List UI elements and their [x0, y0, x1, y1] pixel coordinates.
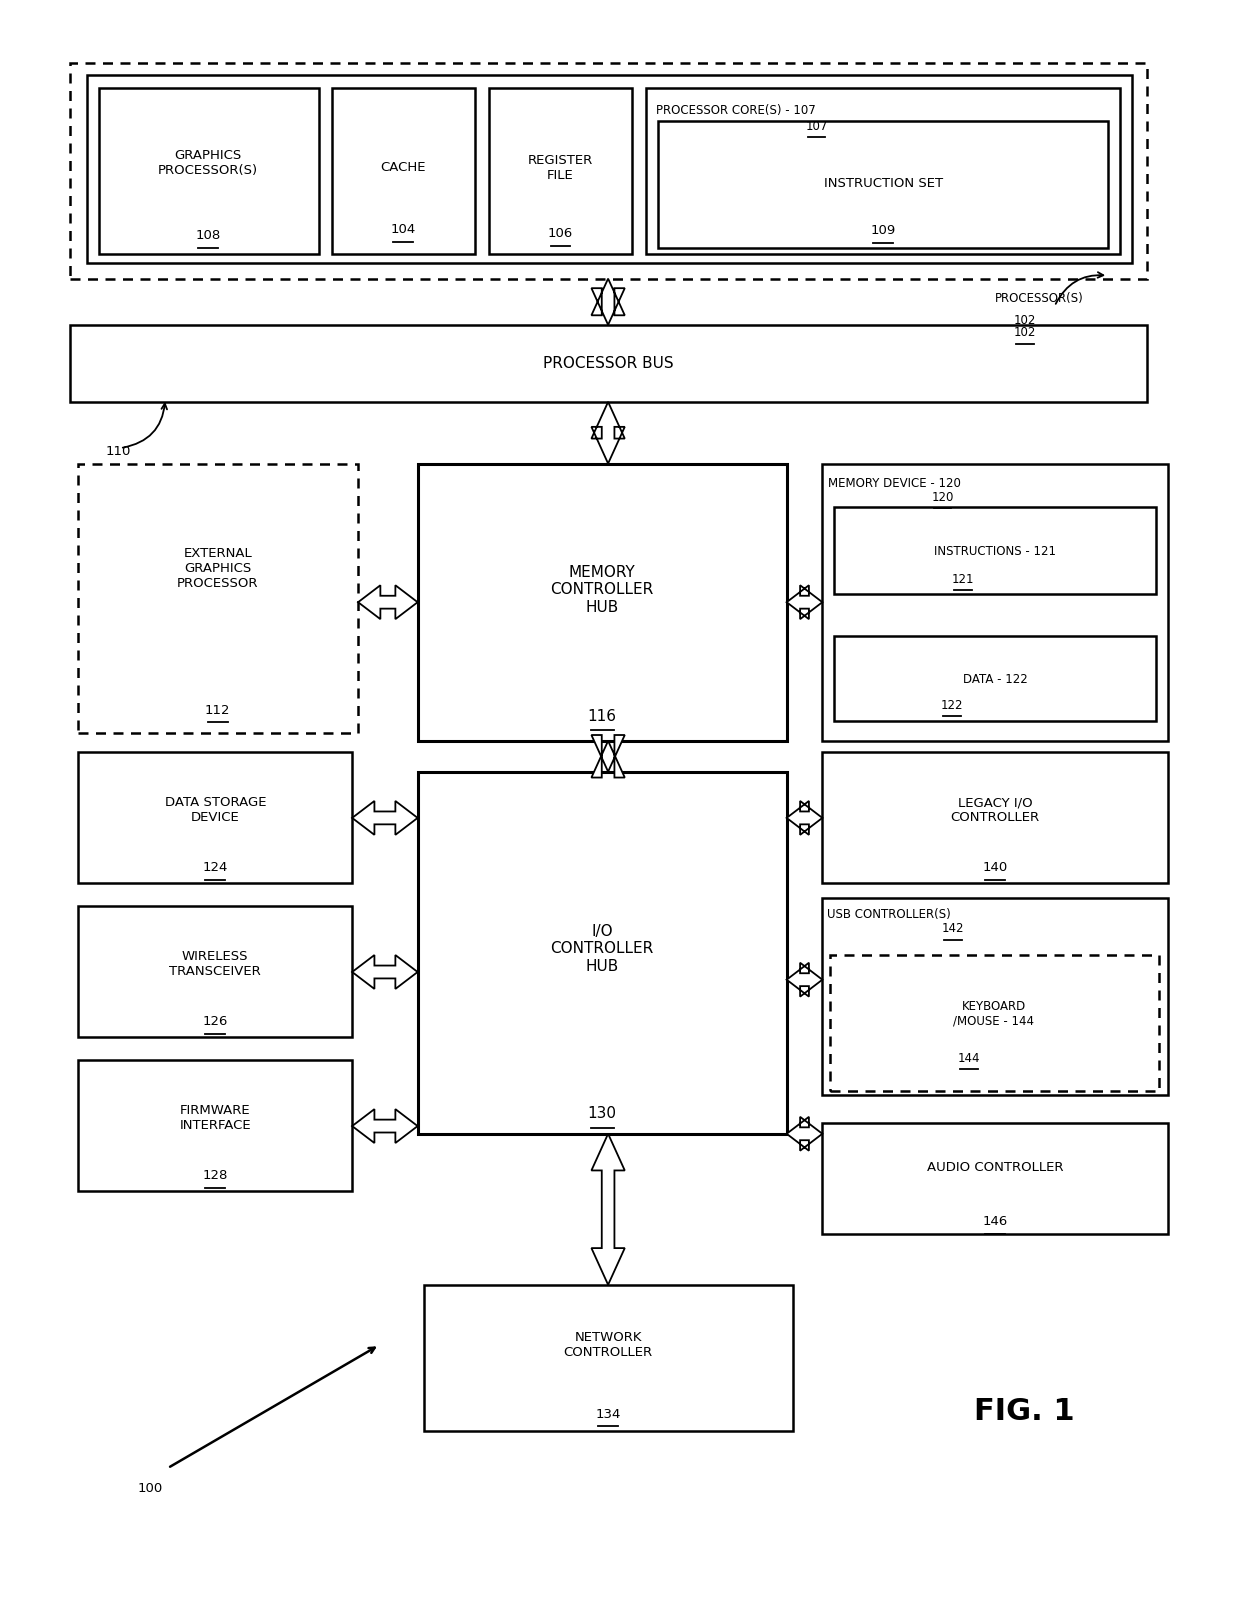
- Bar: [332, 88, 475, 254]
- Bar: [835, 636, 1156, 721]
- Text: 120: 120: [931, 491, 954, 504]
- Polygon shape: [786, 963, 822, 997]
- Text: USB CONTROLLER(S): USB CONTROLLER(S): [827, 908, 951, 921]
- Text: AUDIO CONTROLLER: AUDIO CONTROLLER: [926, 1160, 1063, 1175]
- Text: FIG. 1: FIG. 1: [975, 1396, 1075, 1425]
- Text: KEYBOARD
/MOUSE - 144: KEYBOARD /MOUSE - 144: [954, 1000, 1034, 1027]
- Text: 107: 107: [805, 120, 827, 133]
- Bar: [418, 464, 786, 742]
- Bar: [822, 1124, 1168, 1234]
- Bar: [78, 751, 352, 883]
- Polygon shape: [358, 586, 418, 620]
- Text: WIRELESS
TRANSCEIVER: WIRELESS TRANSCEIVER: [170, 950, 262, 979]
- Polygon shape: [352, 1109, 418, 1143]
- Text: 121: 121: [951, 573, 975, 586]
- Text: INSTRUCTIONS - 121: INSTRUCTIONS - 121: [934, 544, 1056, 559]
- Text: NETWORK
CONTROLLER: NETWORK CONTROLLER: [563, 1331, 652, 1359]
- Text: 112: 112: [205, 703, 231, 716]
- Text: CACHE: CACHE: [381, 160, 427, 175]
- Bar: [99, 88, 319, 254]
- Polygon shape: [591, 279, 625, 324]
- Text: INSTRUCTION SET: INSTRUCTION SET: [823, 177, 942, 189]
- Text: GRAPHICS
PROCESSOR(S): GRAPHICS PROCESSOR(S): [157, 149, 258, 177]
- Text: EXTERNAL
GRAPHICS
PROCESSOR: EXTERNAL GRAPHICS PROCESSOR: [177, 547, 258, 589]
- Bar: [87, 75, 1132, 263]
- Text: 126: 126: [202, 1014, 228, 1027]
- Text: 140: 140: [982, 860, 1008, 873]
- Text: MEMORY
CONTROLLER
HUB: MEMORY CONTROLLER HUB: [551, 565, 653, 615]
- Bar: [658, 122, 1109, 247]
- Polygon shape: [591, 401, 625, 464]
- Bar: [646, 88, 1120, 254]
- Bar: [78, 464, 358, 733]
- Text: 102: 102: [1013, 313, 1035, 327]
- Bar: [830, 955, 1159, 1091]
- Bar: [78, 905, 352, 1037]
- Bar: [69, 63, 1147, 279]
- Text: 124: 124: [202, 860, 228, 873]
- Text: 109: 109: [870, 225, 895, 238]
- Text: 116: 116: [588, 709, 616, 724]
- Text: 102: 102: [1013, 326, 1035, 339]
- Text: 122: 122: [941, 698, 963, 713]
- Bar: [835, 507, 1156, 594]
- Text: REGISTER
FILE: REGISTER FILE: [528, 154, 593, 181]
- Text: 146: 146: [982, 1215, 1008, 1228]
- Text: MEMORY DEVICE - 120: MEMORY DEVICE - 120: [828, 477, 961, 490]
- Text: FIRMWARE
INTERFACE: FIRMWARE INTERFACE: [180, 1104, 250, 1133]
- Bar: [78, 1059, 352, 1191]
- Polygon shape: [591, 1133, 625, 1284]
- Bar: [69, 324, 1147, 401]
- Text: LEGACY I/O
CONTROLLER: LEGACY I/O CONTROLLER: [950, 796, 1039, 825]
- Polygon shape: [352, 801, 418, 835]
- Text: 108: 108: [196, 230, 221, 242]
- Text: 144: 144: [957, 1051, 980, 1064]
- Bar: [822, 464, 1168, 742]
- Bar: [822, 751, 1168, 883]
- Text: 110: 110: [105, 445, 131, 457]
- Text: PROCESSOR BUS: PROCESSOR BUS: [543, 356, 673, 371]
- Text: 128: 128: [202, 1168, 228, 1181]
- Text: PROCESSOR(S): PROCESSOR(S): [994, 292, 1084, 305]
- Text: 134: 134: [595, 1408, 621, 1420]
- Bar: [424, 1284, 792, 1432]
- Bar: [418, 772, 786, 1133]
- Polygon shape: [786, 586, 822, 620]
- Text: 104: 104: [391, 223, 415, 236]
- Text: DATA - 122: DATA - 122: [962, 672, 1028, 685]
- Text: 100: 100: [138, 1481, 162, 1494]
- Text: I/O
CONTROLLER
HUB: I/O CONTROLLER HUB: [551, 924, 653, 974]
- Bar: [489, 88, 632, 254]
- Polygon shape: [786, 801, 822, 835]
- Text: 130: 130: [588, 1106, 616, 1122]
- Text: 106: 106: [548, 228, 573, 241]
- Text: DATA STORAGE
DEVICE: DATA STORAGE DEVICE: [165, 796, 267, 825]
- Polygon shape: [352, 955, 418, 989]
- Text: PROCESSOR CORE(S) - 107: PROCESSOR CORE(S) - 107: [656, 104, 816, 117]
- Polygon shape: [786, 1117, 822, 1151]
- Polygon shape: [591, 735, 625, 777]
- Bar: [822, 899, 1168, 1095]
- Text: 142: 142: [942, 923, 965, 936]
